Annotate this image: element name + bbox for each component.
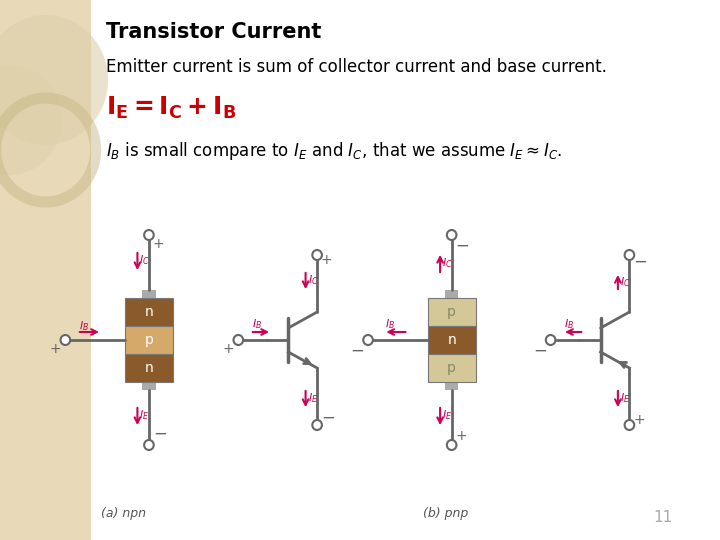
Text: n: n xyxy=(145,361,153,375)
Text: $I_E$: $I_E$ xyxy=(620,391,630,405)
Text: −: − xyxy=(456,237,469,255)
Circle shape xyxy=(233,335,243,345)
Text: $I_B$: $I_B$ xyxy=(78,319,89,333)
Text: $I_B$ is small compare to $I_E$ and $I_C$, that we assume $I_E \approx I_C$.: $I_B$ is small compare to $I_E$ and $I_C… xyxy=(106,140,562,162)
Text: Transistor Current: Transistor Current xyxy=(106,22,321,42)
Circle shape xyxy=(363,335,373,345)
Bar xyxy=(428,298,476,326)
Circle shape xyxy=(625,420,634,430)
Text: n: n xyxy=(145,305,153,319)
Circle shape xyxy=(312,420,322,430)
Text: p: p xyxy=(447,305,456,319)
Circle shape xyxy=(447,230,456,240)
Text: $I_E$: $I_E$ xyxy=(307,391,318,405)
Text: $I_E$: $I_E$ xyxy=(442,408,452,422)
Text: +: + xyxy=(456,429,467,443)
Circle shape xyxy=(0,65,62,175)
Bar xyxy=(143,382,156,390)
Text: 11: 11 xyxy=(654,510,672,525)
Text: −: − xyxy=(153,425,166,443)
Text: $I_C$: $I_C$ xyxy=(140,253,150,267)
Circle shape xyxy=(0,15,108,145)
Bar xyxy=(125,354,173,382)
Text: +: + xyxy=(223,342,235,356)
Text: +: + xyxy=(321,253,333,267)
Text: −: − xyxy=(533,342,546,360)
Bar xyxy=(445,382,459,390)
Circle shape xyxy=(144,230,154,240)
Text: $I_C$: $I_C$ xyxy=(307,273,318,287)
Bar xyxy=(445,290,459,298)
Text: +: + xyxy=(50,342,61,356)
Text: $I_B$: $I_B$ xyxy=(564,317,574,331)
Text: $I_B$: $I_B$ xyxy=(252,317,262,331)
Bar xyxy=(143,290,156,298)
Circle shape xyxy=(60,335,70,345)
Circle shape xyxy=(546,335,555,345)
Text: p: p xyxy=(145,333,153,347)
Text: −: − xyxy=(321,409,335,427)
Circle shape xyxy=(144,440,154,450)
Text: $I_C$: $I_C$ xyxy=(620,275,631,289)
Bar xyxy=(428,326,476,354)
Text: (b) pnp: (b) pnp xyxy=(423,507,468,520)
Bar xyxy=(428,354,476,382)
Text: $I_C$: $I_C$ xyxy=(442,256,453,270)
Text: $I_B$: $I_B$ xyxy=(385,317,395,331)
Circle shape xyxy=(447,440,456,450)
Polygon shape xyxy=(0,0,91,540)
Text: −: − xyxy=(351,342,364,360)
Text: (a) npn: (a) npn xyxy=(101,507,146,520)
Text: +: + xyxy=(153,237,164,251)
Text: n: n xyxy=(447,333,456,347)
Text: +: + xyxy=(634,413,645,427)
Text: Emitter current is sum of collector current and base current.: Emitter current is sum of collector curr… xyxy=(106,58,606,76)
Text: −: − xyxy=(634,253,647,271)
Circle shape xyxy=(312,250,322,260)
Text: $\mathbf{I_E = I_C + I_B}$: $\mathbf{I_E = I_C + I_B}$ xyxy=(106,95,236,121)
Text: $I_E$: $I_E$ xyxy=(140,408,150,422)
Text: p: p xyxy=(447,361,456,375)
Bar xyxy=(125,298,173,326)
Circle shape xyxy=(625,250,634,260)
Bar xyxy=(125,326,173,354)
